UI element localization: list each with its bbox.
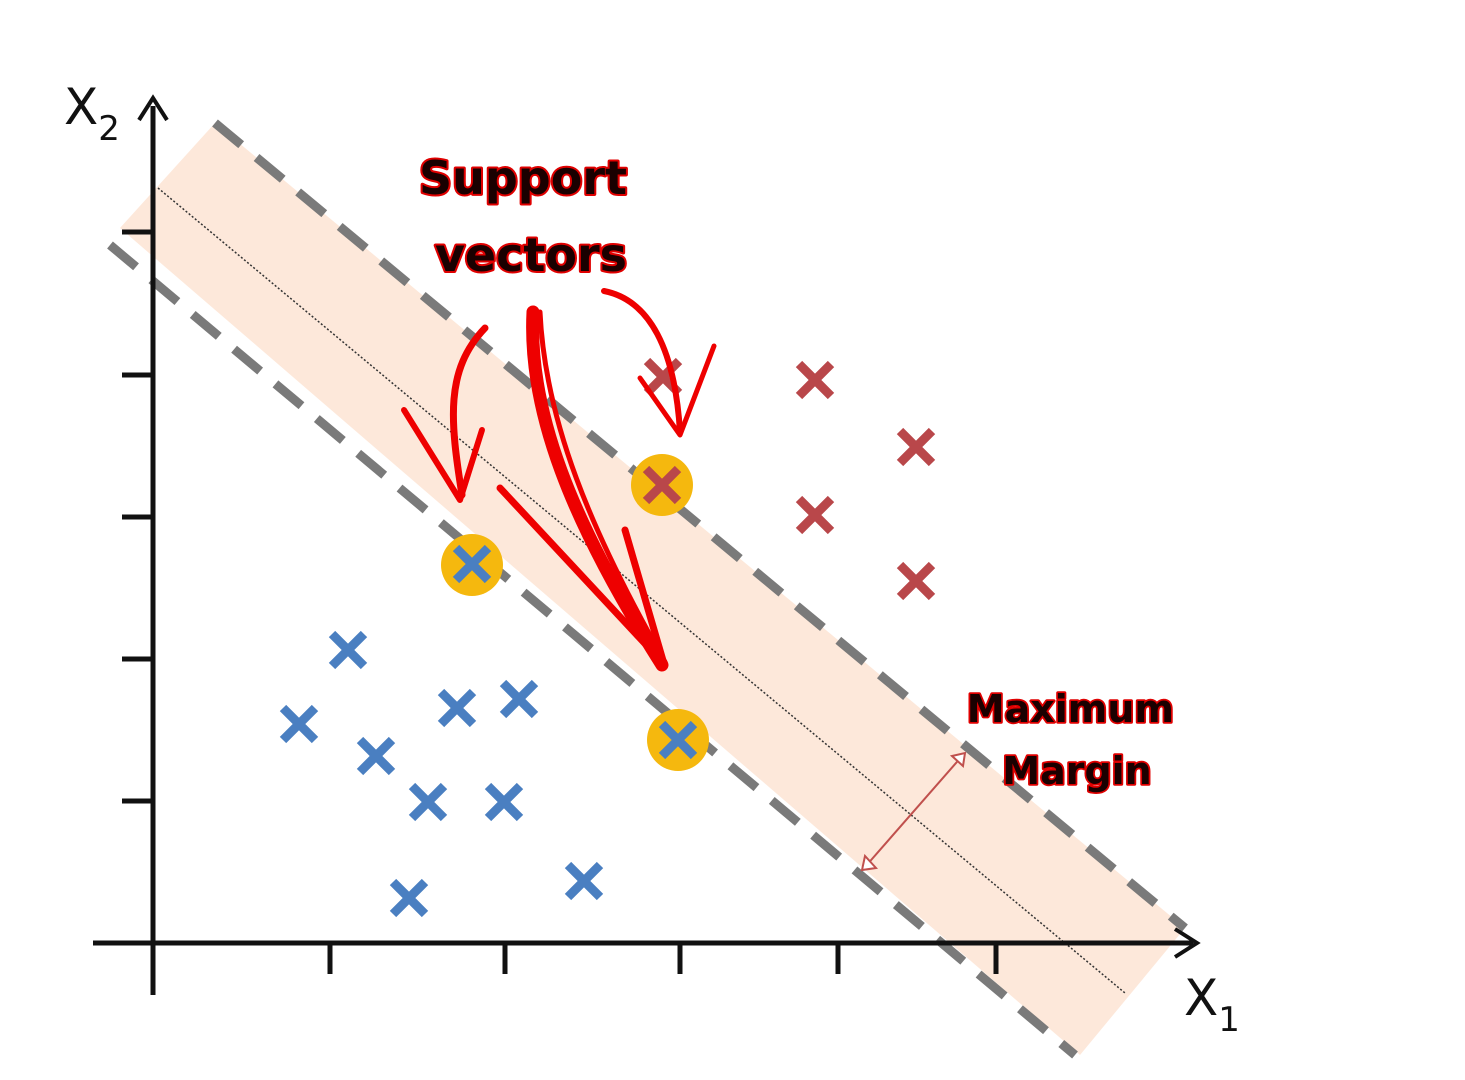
lower-margin-line — [107, 241, 1078, 1059]
x-axis-title: X1 — [1184, 969, 1240, 1040]
x-icon — [408, 782, 448, 822]
margin-band — [120, 123, 1185, 1055]
support-vectors-callout: Support vectors — [419, 151, 643, 282]
arrow-to-bottom-support-vector — [526, 305, 669, 672]
arrow-head-left — [401, 407, 485, 503]
x-icon — [642, 465, 682, 505]
support-vectors-line-2: vectors — [435, 228, 627, 282]
x-axis-arrowhead — [1173, 927, 1201, 959]
axes — [93, 94, 1201, 995]
support-vector-arrows — [401, 288, 717, 672]
x-icon — [499, 679, 539, 719]
x-icon — [279, 704, 319, 744]
maximum-margin-line-1: Maximum — [967, 687, 1174, 731]
margin-width-arrow — [860, 751, 967, 872]
x-icon — [437, 688, 477, 728]
y-axis-title-subscript: 2 — [98, 109, 120, 149]
arrow-head-top — [637, 343, 717, 438]
margin-arrow-shaft — [864, 754, 964, 868]
x-icon — [658, 720, 698, 760]
x-axis-title-letter: X — [1184, 969, 1218, 1027]
y-axis-arrowhead — [137, 94, 169, 122]
arrow-to-top-support-vector — [601, 288, 683, 435]
x-icon — [896, 561, 936, 601]
arrow-head-bottom — [496, 484, 668, 668]
x-icon — [564, 861, 604, 901]
x-icon — [452, 544, 492, 584]
x-icon — [795, 495, 835, 535]
x-icon — [389, 878, 429, 918]
margin-arrow-tail — [860, 853, 879, 872]
x-icon — [896, 427, 936, 467]
y-axis-title: X2 — [64, 78, 120, 149]
maximum-margin-line-2: Margin — [1002, 749, 1151, 793]
margin-arrow-head — [949, 751, 967, 768]
support-vectors-line-1: Support — [419, 151, 627, 205]
maximum-margin-callout: Maximum Margin — [967, 687, 1187, 793]
arrow-to-left-support-vector — [449, 324, 489, 499]
x-icon — [795, 360, 835, 400]
x-axis-title-subscript: 1 — [1218, 1000, 1240, 1040]
x-icon — [484, 782, 524, 822]
arrow-to-bottom-support-vector-stroke — [537, 309, 668, 665]
x-icon — [356, 736, 396, 776]
y-axis-title-letter: X — [64, 78, 98, 136]
x-icon — [328, 630, 368, 670]
upper-margin-line — [212, 119, 1188, 932]
blue-class-points — [279, 544, 698, 918]
